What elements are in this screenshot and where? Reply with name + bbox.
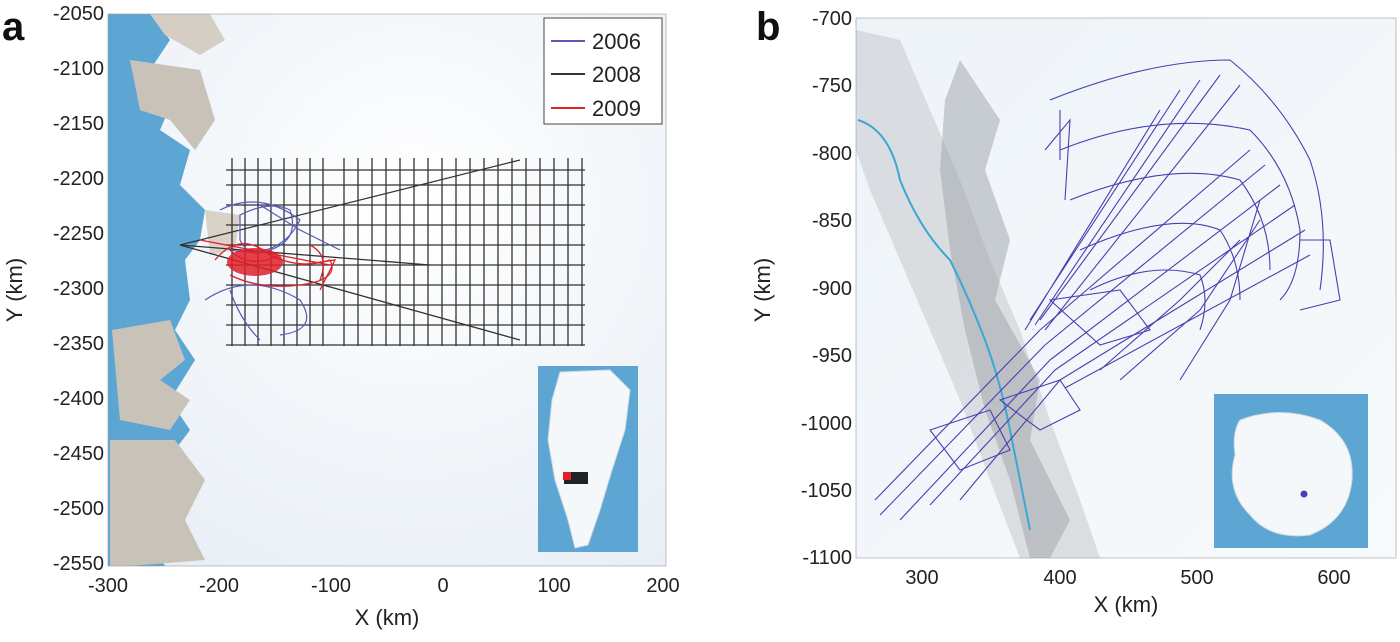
b-ytick: -1050 [801, 480, 852, 502]
mountain-ridge [940, 60, 1070, 558]
a-xtick: 200 [646, 575, 679, 597]
land-patch-mid [112, 320, 190, 430]
inset-study-area-red [563, 472, 571, 480]
legend: 2006 2008 2009 [543, 17, 663, 125]
legend-label-2006: 2006 [592, 29, 641, 54]
b-xtick: 400 [1043, 567, 1076, 589]
a-ytick: -2050 [53, 3, 104, 25]
panel-a-y-ticks: -2050 -2100 -2150 -2200 -2250 -2300 -235… [53, 3, 104, 575]
b-xtick: 600 [1317, 567, 1350, 589]
land-patch-top [150, 14, 225, 55]
a-ytick: -2150 [53, 113, 104, 135]
a-ytick: -2100 [53, 58, 104, 80]
panel-a-map: 2006 2008 2009 [108, 14, 666, 566]
legend-item-2006: 2006 [551, 29, 641, 54]
greenland-inset [538, 366, 638, 552]
panel-a-frame [107, 13, 667, 567]
panel-b-x-ticks: 300 400 500 600 [905, 567, 1350, 589]
panel-b: b [750, 5, 1397, 617]
coastline [857, 119, 1031, 531]
a-ytick: -2300 [53, 278, 104, 300]
panel-a: a [2, 3, 680, 630]
b-ytick: -750 [812, 75, 852, 97]
b-ytick: -800 [812, 143, 852, 165]
a-xtick: 0 [437, 575, 448, 597]
legend-item-2009: 2009 [551, 96, 641, 121]
a-ytick: -2350 [53, 333, 104, 355]
panel-a-x-ticks: -300 -200 -100 0 100 200 [88, 575, 680, 597]
panel-b-frame [855, 17, 1397, 559]
legend-label-2009: 2009 [592, 96, 641, 121]
a-xtick: -100 [311, 575, 351, 597]
panel-b-letter: b [756, 5, 780, 49]
inset-study-location [1300, 490, 1308, 498]
a-ytick: -2550 [53, 553, 104, 575]
antarctica-shape [1231, 412, 1353, 537]
a-ytick: -2250 [53, 223, 104, 245]
ocean-fjords [108, 14, 205, 566]
a-xtick: -200 [199, 575, 239, 597]
land-patch-margin [205, 210, 240, 255]
a-ytick: -2400 [53, 388, 104, 410]
panel-b-x-label: X (km) [1094, 592, 1159, 617]
land-patch-south [110, 440, 205, 566]
panel-b-map [856, 18, 1396, 558]
land-patch-north [130, 60, 215, 150]
b-ytick: -700 [812, 8, 852, 30]
a-ytick: -2500 [53, 498, 104, 520]
legend-item-2008: 2008 [551, 62, 641, 87]
b-xtick: 300 [905, 567, 938, 589]
b-ytick: -900 [812, 278, 852, 300]
antarctica-inset [1214, 394, 1368, 548]
a-xtick: -300 [88, 575, 128, 597]
a-xtick: 100 [537, 575, 570, 597]
tracks-2008 [179, 158, 585, 346]
panel-b-y-label: Y (km) [750, 258, 775, 322]
tracks-2009 [199, 239, 337, 291]
survey-tracks [874, 59, 1341, 521]
b-ytick: -1000 [801, 413, 852, 435]
b-ytick: -1100 [802, 547, 852, 569]
greenland-shape [547, 369, 631, 549]
panel-a-x-label: X (km) [355, 605, 420, 630]
b-xtick: 500 [1180, 567, 1213, 589]
a-ytick: -2450 [53, 443, 104, 465]
b-ytick: -850 [812, 210, 852, 232]
panel-b-y-ticks: -700 -750 -800 -850 -900 -950 -1000 -105… [801, 8, 852, 569]
a-ytick: -2200 [53, 168, 104, 190]
legend-label-2008: 2008 [592, 62, 641, 87]
panel-a-letter: a [2, 5, 25, 49]
b-ytick: -950 [812, 345, 852, 367]
legend-box [543, 17, 663, 125]
panel-a-y-label: Y (km) [2, 258, 27, 322]
